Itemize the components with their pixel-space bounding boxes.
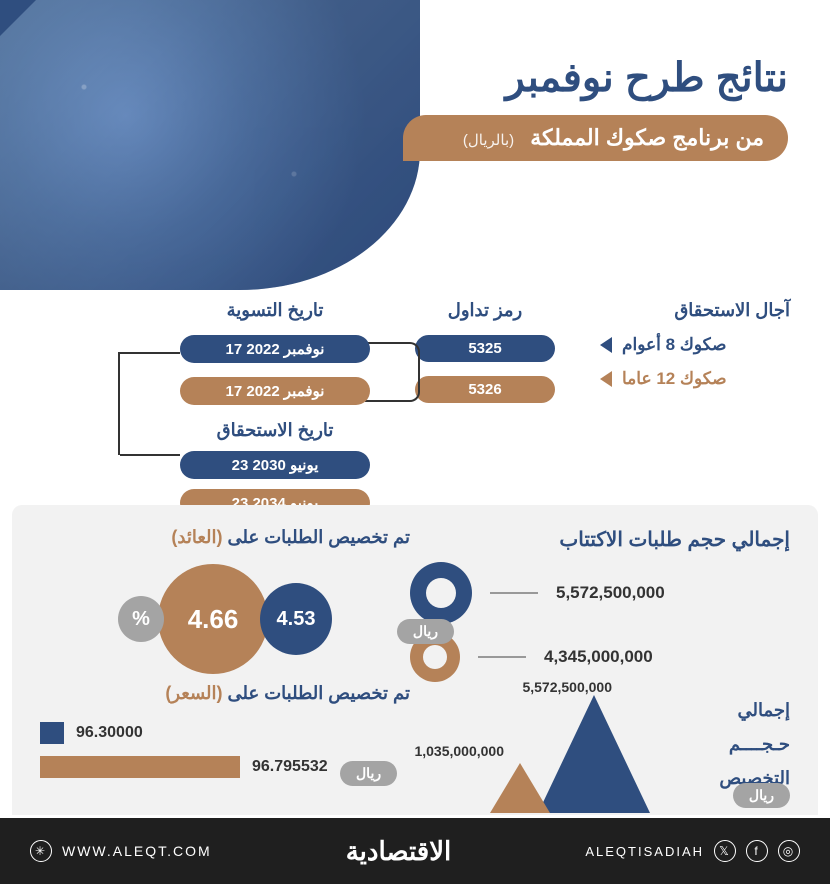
connector-bracket-icon bbox=[365, 342, 420, 402]
footer-brand: الاقتصادية bbox=[346, 836, 452, 867]
instagram-icon[interactable]: ◎ bbox=[778, 840, 800, 862]
hero-image bbox=[0, 0, 420, 290]
col-head-settlement: تاريخ التسوية bbox=[180, 300, 370, 321]
connector-bracket-2-icon bbox=[90, 352, 180, 455]
price-bar-label-2: 96.795532 bbox=[252, 758, 328, 776]
metrics-panel: إجمالي حجم طلبات الاكتتاب 5,572,500,000 … bbox=[12, 505, 818, 815]
subscription-row-1: 5,572,500,000 bbox=[410, 562, 790, 624]
leader-line-icon bbox=[478, 656, 526, 658]
issuance-table: آجال الاستحقاق صكوك 8 أعوام صكوك 12 عاما… bbox=[40, 300, 790, 500]
page-subtitle-band: من برنامج صكوك المملكة (بالريال) bbox=[403, 115, 788, 161]
subscription-title: إجمالي حجم طلبات الاكتتاب bbox=[410, 527, 790, 552]
facebook-icon[interactable]: f bbox=[746, 840, 768, 862]
allocation-big-label: 5,572,500,000 bbox=[522, 679, 612, 695]
maturity-label-1: صكوك 8 أعوام bbox=[622, 335, 726, 355]
footer-social: ◎ f 𝕏 ALEQTISADIAH bbox=[585, 840, 800, 862]
allocation-chart: 5,572,500,000 1,035,000,000 bbox=[430, 683, 690, 813]
price-bar-tan bbox=[40, 756, 240, 778]
allocation-block: إجمالي حـجــــم التخصيص ريال 5,572,500,0… bbox=[410, 683, 790, 813]
yield-circle-tan: 4.66 bbox=[158, 564, 268, 674]
leader-line-icon bbox=[490, 592, 538, 594]
page-subtitle: من برنامج صكوك المملكة bbox=[530, 125, 764, 150]
subscription-value-1: 5,572,500,000 bbox=[556, 583, 696, 603]
footer-bar: ◎ f 𝕏 ALEQTISADIAH الاقتصادية WWW.ALEQT.… bbox=[0, 818, 830, 884]
triangle-big-icon bbox=[538, 695, 650, 813]
price-bar-row-1: 96.30000 bbox=[40, 722, 410, 744]
allocation-small-label: 1,035,000,000 bbox=[414, 743, 504, 759]
symbol-pill-1: 5325 bbox=[415, 335, 555, 362]
allocation-unit: ريال bbox=[733, 783, 790, 808]
maturity-row-1: صكوك 8 أعوام bbox=[600, 335, 790, 355]
price-unit: ريال bbox=[340, 761, 397, 786]
title-block: نتائج طرح نوفمبر من برنامج صكوك المملكة … bbox=[403, 55, 788, 161]
donut-blue-icon bbox=[410, 562, 472, 624]
subscription-block: إجمالي حجم طلبات الاكتتاب 5,572,500,000 … bbox=[410, 527, 790, 690]
price-title-prefix: تم تخصيص الطلبات على bbox=[223, 683, 411, 703]
price-bar-blue bbox=[40, 722, 64, 744]
price-title: تم تخصيص الطلبات على (السعر) bbox=[40, 683, 410, 704]
col-head-maturity: آجال الاستحقاق bbox=[600, 300, 790, 321]
yield-title-paren: (العائد) bbox=[171, 527, 222, 547]
hero-corner-accent bbox=[0, 0, 36, 36]
col-maturity: آجال الاستحقاق صكوك 8 أعوام صكوك 12 عاما bbox=[600, 300, 790, 403]
settle-pill-2: 17 نوفمبر 2022 bbox=[180, 377, 370, 405]
symbol-pill-2: 5326 bbox=[415, 376, 555, 403]
maturity-label-2: صكوك 12 عاما bbox=[622, 369, 727, 389]
infographic-canvas: نتائج طرح نوفمبر من برنامج صكوك المملكة … bbox=[0, 0, 830, 884]
twitter-icon[interactable]: 𝕏 bbox=[714, 840, 736, 862]
price-block: تم تخصيص الطلبات على (السعر) 96.30000 96… bbox=[40, 683, 410, 790]
triangle-marker-blue-icon bbox=[600, 337, 612, 353]
triangle-marker-tan-icon bbox=[600, 371, 612, 387]
col-settlement: تاريخ التسوية 17 نوفمبر 2022 17 نوفمبر 2… bbox=[180, 300, 370, 419]
page-title: نتائج طرح نوفمبر bbox=[403, 55, 788, 101]
settle-pill-1: 17 نوفمبر 2022 bbox=[180, 335, 370, 363]
col-symbol: رمز تداول 5325 5326 bbox=[415, 300, 555, 417]
price-bar-label-1: 96.30000 bbox=[76, 724, 143, 742]
footer-url[interactable]: WWW.ALEQT.COM bbox=[62, 843, 212, 859]
subscription-value-2: 4,345,000,000 bbox=[544, 647, 684, 667]
yield-title: تم تخصيص الطلبات على (العائد) bbox=[40, 527, 410, 548]
allocation-title-l2: حـجــــم bbox=[704, 727, 790, 761]
triangle-small-icon bbox=[490, 763, 550, 813]
allocation-title: إجمالي حـجــــم التخصيص bbox=[704, 693, 790, 796]
due-pill-1: 23 يونيو 2030 bbox=[180, 451, 370, 479]
yield-circles: 4.53 4.66 % bbox=[40, 564, 410, 674]
footer-url-block: WWW.ALEQT.COM ✳ bbox=[30, 840, 212, 862]
allocation-title-l1: إجمالي bbox=[704, 693, 790, 727]
col-head-due: تاريخ الاستحقاق bbox=[180, 420, 370, 441]
yield-circle-pct: % bbox=[118, 596, 164, 642]
price-title-paren: (السعر) bbox=[165, 683, 222, 703]
yield-title-prefix: تم تخصيص الطلبات على bbox=[223, 527, 411, 547]
yield-block: تم تخصيص الطلبات على (العائد) 4.53 4.66 … bbox=[40, 527, 410, 674]
footer-handle: ALEQTISADIAH bbox=[585, 844, 704, 859]
subscription-row-2: 4,345,000,000 bbox=[410, 632, 790, 682]
yield-circle-blue: 4.53 bbox=[260, 583, 332, 655]
globe-icon: ✳ bbox=[30, 840, 52, 862]
col-head-symbol: رمز تداول bbox=[415, 300, 555, 321]
maturity-row-2: صكوك 12 عاما bbox=[600, 369, 790, 389]
page-subtitle-unit: (بالريال) bbox=[463, 132, 514, 149]
